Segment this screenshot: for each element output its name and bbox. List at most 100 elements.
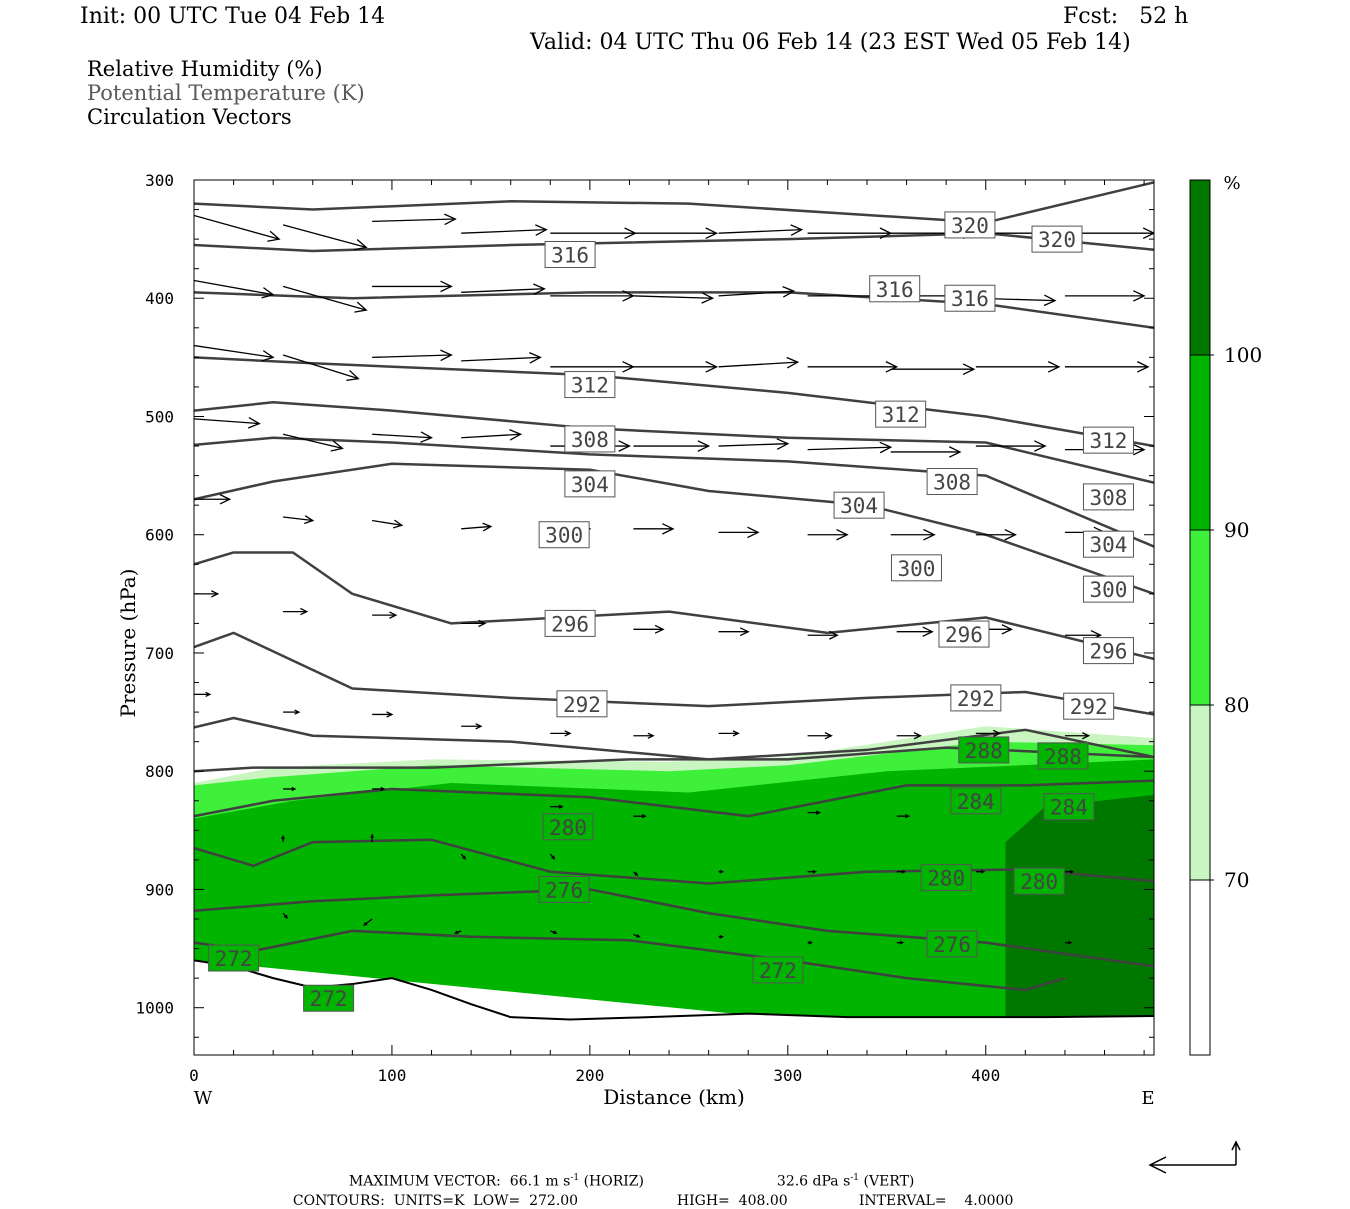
theta-label-text: 312 [882,403,920,427]
circulation-vector [632,871,639,877]
circulation-vector [550,227,637,240]
circulation-vector [372,213,457,226]
theta-label: 312 [564,371,616,399]
below-ground [194,960,1154,1055]
theta-contour-284 [194,779,1154,818]
theta-label-text: 280 [927,867,965,891]
forecast-hour: Fcst: 52 h [1063,4,1189,29]
theta-label-text: 320 [1038,228,1076,252]
theta-label: 276 [538,875,590,903]
field-theta-label: Potential Temperature (K) [87,81,365,105]
plot-frame [193,179,1155,1056]
reference-vector [1148,1140,1241,1174]
theta-label: 272 [752,956,804,984]
contours-high: HIGH= 408.00 [676,1193,788,1209]
circulation-vector [1064,732,1091,740]
y-tick-label: 700 [145,644,174,663]
circulation-vector [896,626,934,637]
field-vectors-label: Circulation Vectors [87,105,292,129]
circulation-vector [890,528,936,541]
y-tick-label: 300 [145,171,174,190]
colorbar-band [1190,180,1210,355]
theta-label-text: 308 [933,471,971,495]
y-tick-label: 900 [145,880,174,899]
x-tick-label: 300 [773,1066,802,1085]
circulation-vector [194,494,232,505]
colorbar-level-label: 70 [1224,868,1249,892]
circulation-vector [896,940,905,945]
theta-contour-280 [194,838,1154,885]
circulation-vector [363,918,373,926]
circulation-vector [550,361,635,373]
theta-label: 280 [1013,867,1065,895]
theta-label-text: 312 [571,374,609,398]
circulation-vector [896,732,922,740]
circulation-vector [453,930,462,935]
theta-label-text: 296 [551,612,589,636]
circulation-vector [550,804,564,809]
circulation-vector [633,732,655,739]
valid-time: Valid: 04 UTC Thu 06 Feb 14 (23 EST Wed … [530,30,1131,55]
colorbar-level-label: 90 [1224,518,1249,542]
theta-label: 292 [950,684,1002,712]
east-label: E [1141,1088,1154,1109]
y-tick-label: 400 [145,289,174,308]
theta-label-text: 292 [1070,695,1108,719]
y-tick-label: 1000 [135,999,174,1018]
circulation-vector [718,526,760,539]
theta-label-text: 292 [563,693,601,717]
theta-label-text: 316 [551,243,589,267]
circulation-vector [282,515,315,525]
theta-contour-296 [194,631,1154,716]
circulation-vector [807,940,814,945]
theta-label-text: 288 [1044,745,1082,769]
circulation-vector [807,528,849,541]
contours-interval: INTERVAL= 4.0000 [858,1193,1014,1209]
rh-region-90 [194,759,1154,1020]
circulation-vector [633,227,719,240]
theta-label: 272 [208,944,260,972]
circulation-vector [372,611,398,619]
colorbar-band [1190,355,1210,530]
circulation-vector [718,730,740,737]
circulation-vector [807,630,839,640]
theta-label: 288 [1037,742,1089,770]
circulation-vector [283,607,309,616]
x-tick-label: 100 [377,1066,406,1085]
theta-label: 316 [944,284,996,312]
circulation-vector [807,810,821,815]
x-tick-label: 400 [971,1066,1000,1085]
theta-label-text: 316 [951,287,989,311]
theta-label: 308 [1082,483,1134,511]
theta-label-text: 312 [1090,429,1128,453]
theta-contour-320 [194,291,1154,330]
circulation-vector [549,853,556,860]
contours-info: CONTOURS: UNITS=K LOW= 272.00 [292,1193,579,1209]
theta-label: 316 [544,240,596,268]
init-time: Init: 00 UTC Tue 04 Feb 14 [80,4,386,29]
circulation-vector [461,619,487,628]
circulation-vector [281,834,285,843]
circulation-vector [282,912,288,919]
y-axis-label: Pressure (hPa) [116,569,140,718]
theta-label: 280 [920,864,972,892]
theta-label-text: 288 [965,739,1003,763]
theta-label-text: 308 [1090,486,1128,510]
theta-contour-316 [194,356,1154,448]
theta-label-text: 280 [1020,870,1058,894]
theta-label: 308 [564,425,616,453]
circulation-vector [372,349,453,362]
circulation-vector [194,691,212,698]
colorbar-band [1190,880,1210,1055]
theta-contour-288 [194,746,1154,773]
circulation-vector [975,869,986,874]
circulation-vector [372,280,453,293]
theta-label: 288 [958,736,1010,764]
circulation-vector [807,869,818,874]
terrain-line [194,959,1154,1021]
theta-label: 320 [1031,225,1083,253]
x-tick-label: 0 [189,1066,199,1085]
theta-label-text: 280 [549,816,587,840]
theta-label-text: 284 [1050,796,1088,820]
circulation-vector [890,363,976,375]
